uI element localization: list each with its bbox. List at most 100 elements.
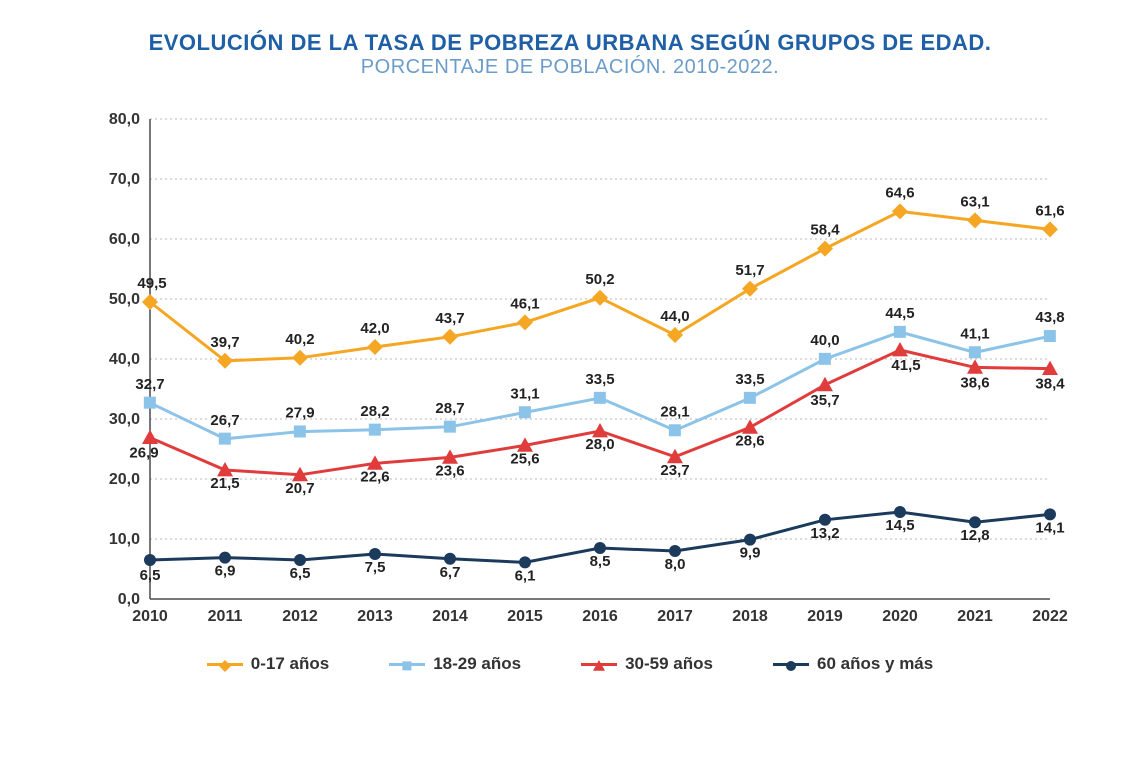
- marker-square: [444, 421, 456, 433]
- marker-diamond: [967, 212, 983, 228]
- data-label: 14,5: [885, 517, 914, 534]
- marker-diamond: [442, 329, 458, 345]
- data-label: 44,5: [885, 305, 914, 322]
- x-tick-label: 2017: [657, 608, 693, 625]
- data-label: 28,1: [660, 403, 689, 420]
- marker-diamond: [517, 314, 533, 330]
- legend-label: 30-59 años: [625, 654, 713, 674]
- legend-marker-icon: [590, 657, 608, 675]
- legend-marker-icon: [216, 657, 234, 675]
- data-label: 64,6: [885, 184, 914, 201]
- data-label: 14,1: [1035, 519, 1064, 536]
- y-tick-label: 40,0: [109, 351, 140, 368]
- data-label: 43,7: [435, 310, 464, 327]
- marker-square: [819, 353, 831, 365]
- marker-square: [744, 392, 756, 404]
- marker-triangle: [892, 342, 908, 356]
- data-label: 28,7: [435, 400, 464, 417]
- marker-diamond: [742, 281, 758, 297]
- legend-swatch: [773, 663, 809, 666]
- marker-diamond: [219, 660, 231, 672]
- legend-label: 60 años y más: [817, 654, 933, 674]
- data-label: 51,7: [735, 262, 764, 279]
- legend-label: 18-29 años: [433, 654, 521, 674]
- marker-square: [294, 425, 306, 437]
- legend-item: 30-59 años: [581, 654, 713, 674]
- x-tick-label: 2013: [357, 608, 393, 625]
- data-label: 50,2: [585, 271, 614, 288]
- data-label: 6,5: [290, 565, 311, 582]
- data-label: 12,8: [960, 527, 989, 544]
- data-label: 63,1: [960, 193, 989, 210]
- marker-circle: [786, 661, 796, 671]
- data-label: 9,9: [740, 545, 761, 562]
- data-label: 39,7: [210, 334, 239, 351]
- data-label: 33,5: [585, 371, 614, 388]
- data-label: 8,0: [665, 556, 686, 573]
- marker-square: [894, 326, 906, 338]
- marker-square: [369, 424, 381, 436]
- marker-diamond: [367, 339, 383, 355]
- legend-swatch: [581, 663, 617, 666]
- marker-triangle: [142, 430, 158, 444]
- chart-container: EVOLUCIÓN DE LA TASA DE POBREZA URBANA S…: [0, 0, 1140, 760]
- data-label: 42,0: [360, 320, 389, 337]
- x-tick-label: 2020: [882, 608, 918, 625]
- y-tick-label: 70,0: [109, 171, 140, 188]
- data-label: 23,6: [435, 462, 464, 479]
- y-tick-label: 10,0: [109, 531, 140, 548]
- data-label: 20,7: [285, 480, 314, 497]
- data-label: 13,2: [810, 525, 839, 542]
- data-label: 49,5: [137, 275, 166, 292]
- marker-diamond: [892, 203, 908, 219]
- marker-diamond: [817, 241, 833, 257]
- x-tick-label: 2022: [1032, 608, 1068, 625]
- x-tick-label: 2014: [432, 608, 468, 625]
- legend-item: 0-17 años: [207, 654, 329, 674]
- x-tick-label: 2015: [507, 608, 543, 625]
- data-label: 6,9: [215, 563, 236, 580]
- x-tick-label: 2021: [957, 608, 993, 625]
- marker-triangle: [817, 377, 833, 391]
- data-label: 28,0: [585, 436, 614, 453]
- data-label: 43,8: [1035, 309, 1064, 326]
- plot-area: 0,010,020,030,040,050,060,070,080,020102…: [90, 109, 1080, 629]
- data-label: 22,6: [360, 468, 389, 485]
- data-label: 6,5: [140, 567, 161, 584]
- data-label: 61,6: [1035, 202, 1064, 219]
- marker-circle: [144, 554, 156, 566]
- chart-title: EVOLUCIÓN DE LA TASA DE POBREZA URBANA S…: [0, 30, 1140, 56]
- legend-marker-icon: [398, 657, 416, 675]
- legend: 0-17 años 18-29 años 30-59 años 60 años y m…: [0, 654, 1140, 674]
- x-tick-label: 2019: [807, 608, 843, 625]
- data-label: 35,7: [810, 392, 839, 409]
- data-label: 6,1: [515, 567, 536, 584]
- marker-square: [669, 424, 681, 436]
- marker-diamond: [1042, 221, 1058, 237]
- data-label: 32,7: [135, 376, 164, 393]
- data-label: 21,5: [210, 475, 239, 492]
- data-label: 58,4: [810, 222, 840, 239]
- marker-square: [969, 346, 981, 358]
- y-tick-label: 50,0: [109, 291, 140, 308]
- data-label: 8,5: [590, 553, 611, 570]
- data-label: 31,1: [510, 385, 539, 402]
- legend-marker-icon: [782, 657, 800, 675]
- legend-label: 0-17 años: [251, 654, 329, 674]
- data-label: 38,6: [960, 374, 989, 391]
- x-tick-label: 2011: [208, 608, 243, 625]
- data-label: 25,6: [510, 450, 539, 467]
- x-tick-label: 2012: [282, 608, 318, 625]
- data-label: 46,1: [510, 295, 539, 312]
- marker-square: [403, 661, 412, 670]
- data-label: 40,2: [285, 331, 314, 348]
- x-tick-label: 2016: [582, 608, 618, 625]
- legend-swatch: [389, 663, 425, 666]
- x-tick-label: 2018: [732, 608, 768, 625]
- line-chart-svg: 0,010,020,030,040,050,060,070,080,020102…: [90, 109, 1070, 629]
- data-label: 38,4: [1035, 376, 1065, 393]
- data-label: 23,7: [660, 462, 689, 479]
- marker-square: [519, 406, 531, 418]
- data-label: 44,0: [660, 308, 689, 325]
- data-label: 7,5: [365, 559, 386, 576]
